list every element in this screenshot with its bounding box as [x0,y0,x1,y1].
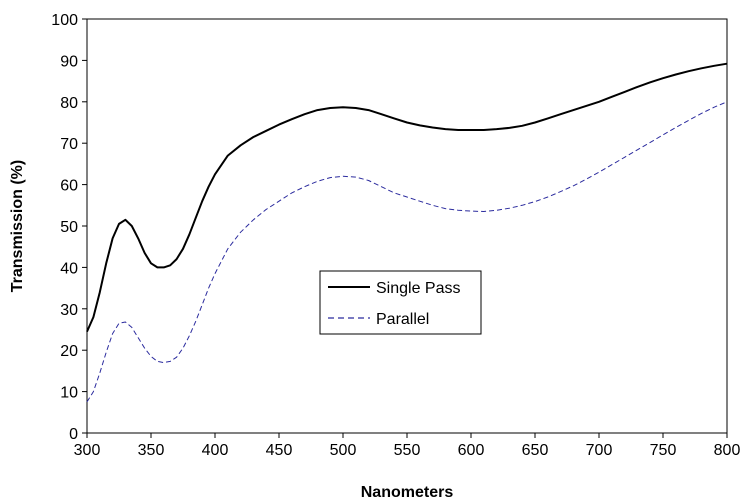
x-tick-label: 300 [74,442,101,459]
legend: Single Pass Parallel [319,270,482,335]
x-tick-label: 550 [394,442,421,459]
x-tick-label: 400 [202,442,229,459]
y-tick-label: 40 [60,260,78,277]
y-tick-label: 100 [51,12,78,29]
x-tick-label: 800 [714,442,741,459]
x-tick-label: 350 [138,442,165,459]
y-tick-label: 0 [69,426,78,443]
y-tick-label: 30 [60,302,78,319]
y-axis-title: Transmission (%) [9,160,26,292]
x-tick-label: 600 [458,442,485,459]
x-tick-label: 450 [266,442,293,459]
legend-box [319,270,482,335]
x-tick-label: 500 [330,442,357,459]
legend-label-single-pass: Single Pass [376,280,461,297]
series-line-single-pass [86,62,728,333]
y-tick-label: 10 [60,385,78,402]
x-tick-label: 700 [586,442,613,459]
y-tick-label: 20 [60,343,78,360]
x-tick-label: 650 [522,442,549,459]
y-tick-label: 60 [60,178,78,195]
y-tick-label: 90 [60,53,78,70]
legend-label-parallel: Parallel [376,311,429,328]
y-tick-label: 70 [60,136,78,153]
series-line-parallel [86,101,728,403]
y-axis: 0 10 20 30 40 50 60 70 80 90 100 [51,12,87,443]
x-tick-label: 750 [650,442,677,459]
x-axis: 300 350 400 450 500 550 600 650 700 750 800 [74,433,741,459]
series-layer [86,62,728,403]
x-axis-title: Nanometers [361,484,454,501]
plot-area-frame [86,18,728,434]
y-tick-label: 50 [60,219,78,236]
y-tick-label: 80 [60,95,78,112]
